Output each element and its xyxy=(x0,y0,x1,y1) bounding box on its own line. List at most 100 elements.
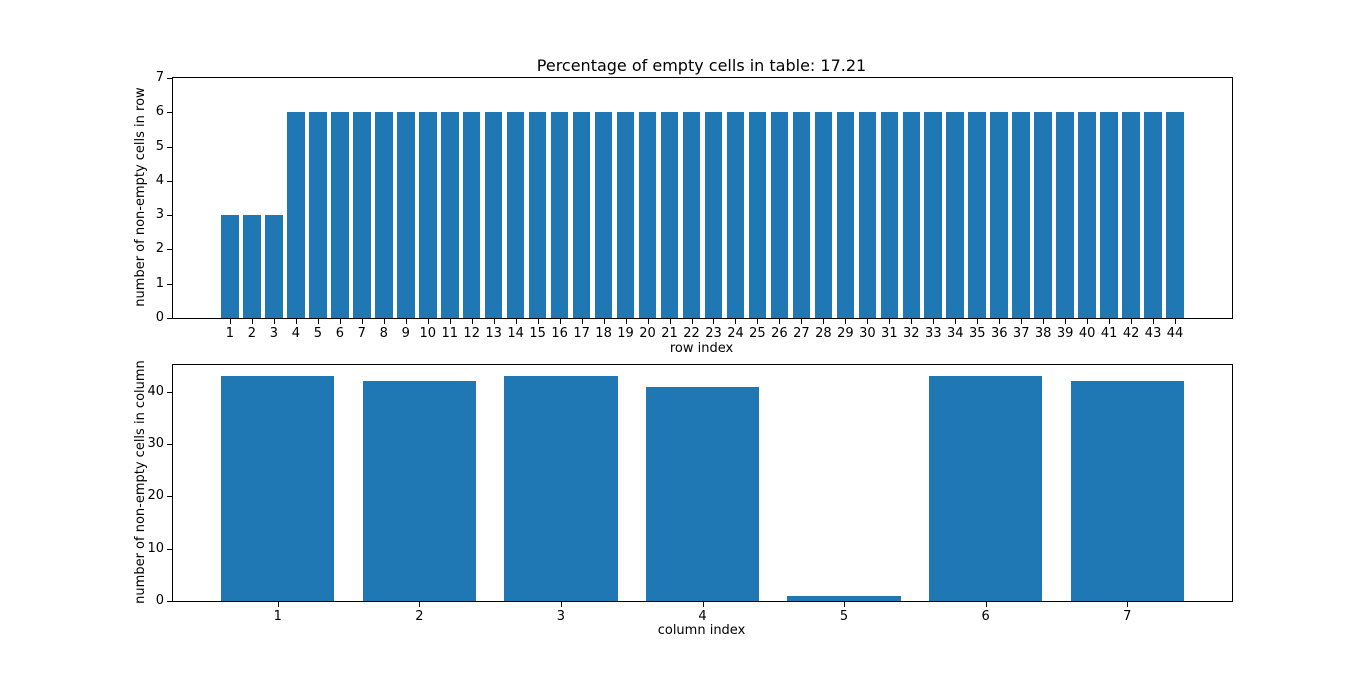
x-tick-mark xyxy=(1043,319,1045,324)
x-tick-mark xyxy=(1087,319,1089,324)
x-tick-label: 7 xyxy=(1123,609,1132,624)
column-chart-x-axis-label: column index xyxy=(657,623,746,638)
bar xyxy=(990,112,1009,318)
y-tick-mark xyxy=(167,391,172,393)
x-tick-mark xyxy=(625,319,627,324)
y-tick-mark xyxy=(167,444,172,446)
y-tick-mark xyxy=(167,496,172,498)
x-tick-label: 29 xyxy=(837,326,854,341)
y-tick-mark xyxy=(167,78,172,79)
x-tick-label: 12 xyxy=(463,326,480,341)
x-tick-label: 22 xyxy=(683,326,700,341)
x-tick-mark xyxy=(801,319,803,324)
x-tick-mark xyxy=(1153,319,1155,324)
x-tick-mark xyxy=(277,602,279,607)
x-tick-mark xyxy=(581,319,583,324)
x-tick-mark xyxy=(691,319,693,324)
x-tick-label: 18 xyxy=(595,326,612,341)
bar xyxy=(787,595,901,601)
x-tick-label: 44 xyxy=(1166,326,1184,341)
bar xyxy=(880,112,899,318)
row-chart-x-axis-label: row index xyxy=(669,341,734,356)
y-tick-mark xyxy=(167,215,172,217)
bar xyxy=(362,381,476,601)
x-tick-label: 23 xyxy=(705,326,722,341)
bar xyxy=(504,376,618,601)
bar xyxy=(1056,112,1074,318)
x-tick-label: 42 xyxy=(1122,326,1140,341)
x-tick-label: 17 xyxy=(573,326,590,341)
x-tick-label: 9 xyxy=(401,326,410,341)
x-tick-label: 4 xyxy=(698,609,707,624)
x-tick-mark xyxy=(317,319,319,324)
x-tick-label: 6 xyxy=(335,326,344,341)
bar xyxy=(660,112,679,318)
x-tick-mark xyxy=(1065,319,1067,324)
x-tick-mark xyxy=(273,319,275,324)
bar xyxy=(1166,112,1184,318)
x-tick-label: 7 xyxy=(357,326,366,341)
x-tick-label: 8 xyxy=(379,326,388,341)
x-tick-mark xyxy=(560,602,562,607)
y-tick-label: 40 xyxy=(147,383,164,399)
x-tick-mark xyxy=(911,319,913,324)
x-tick-mark xyxy=(977,319,979,324)
y-tick-label: 4 xyxy=(155,172,164,188)
x-tick-mark xyxy=(1127,602,1129,607)
bar xyxy=(1078,112,1096,318)
bar xyxy=(243,215,261,318)
y-tick-label: 5 xyxy=(155,138,164,154)
x-tick-label: 38 xyxy=(1034,326,1052,341)
y-tick-label: 0 xyxy=(155,593,164,608)
x-tick-label: 21 xyxy=(661,326,678,341)
x-tick-mark xyxy=(735,319,737,324)
bar xyxy=(946,112,965,318)
x-tick-mark xyxy=(713,319,715,324)
bar xyxy=(704,112,723,318)
x-tick-label: 20 xyxy=(639,326,656,341)
bar xyxy=(572,112,591,318)
bar xyxy=(836,112,855,318)
x-tick-mark xyxy=(537,319,539,324)
bar xyxy=(528,112,547,318)
x-tick-mark xyxy=(383,319,385,324)
bar xyxy=(645,386,760,601)
bar xyxy=(374,112,393,318)
y-tick-mark xyxy=(167,548,172,550)
x-tick-label: 2 xyxy=(247,326,257,341)
y-tick-label: 10 xyxy=(147,540,164,556)
bar xyxy=(462,112,481,318)
x-tick-label: 4 xyxy=(291,326,300,341)
x-tick-label: 28 xyxy=(815,326,832,341)
x-tick-mark xyxy=(251,319,253,324)
x-tick-mark xyxy=(702,602,704,607)
bar xyxy=(858,112,877,318)
y-tick-mark xyxy=(167,249,172,251)
y-tick-mark xyxy=(167,112,172,114)
x-tick-mark xyxy=(515,319,517,324)
bar xyxy=(726,112,745,318)
bar xyxy=(1034,112,1052,318)
bar xyxy=(1070,381,1184,601)
x-tick-mark xyxy=(493,319,495,324)
x-tick-label: 35 xyxy=(968,326,986,341)
x-tick-label: 27 xyxy=(793,326,810,341)
chart-title: Percentage of empty cells in table: 17.2… xyxy=(536,56,867,75)
bar xyxy=(1100,112,1118,318)
bar xyxy=(682,112,701,318)
x-tick-mark xyxy=(603,319,605,324)
bar xyxy=(309,112,327,318)
bar xyxy=(594,112,613,318)
bar xyxy=(396,112,415,318)
x-tick-label: 34 xyxy=(946,326,964,341)
x-tick-label: 24 xyxy=(727,326,744,341)
x-tick-mark xyxy=(229,319,231,324)
bar xyxy=(265,215,283,318)
x-tick-mark xyxy=(1131,319,1133,324)
x-tick-label: 15 xyxy=(529,326,546,341)
row-chart-y-axis-label: number of non-empty cells in row xyxy=(133,87,148,307)
y-tick-label: 30 xyxy=(147,436,164,452)
bar xyxy=(814,112,833,318)
y-tick-mark xyxy=(167,146,172,148)
bar xyxy=(353,112,371,318)
